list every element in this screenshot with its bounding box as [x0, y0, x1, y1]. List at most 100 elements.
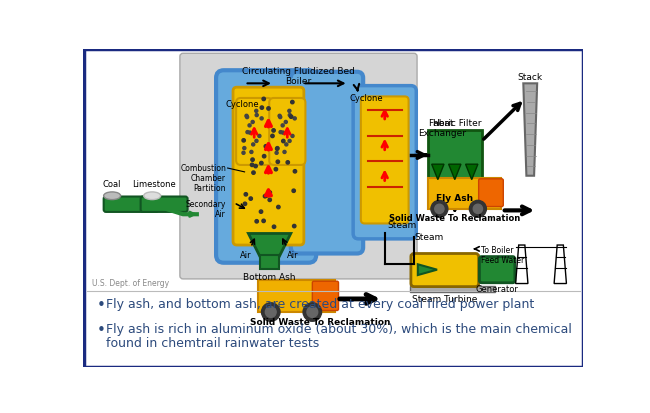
FancyBboxPatch shape	[216, 71, 316, 263]
Circle shape	[244, 193, 248, 197]
Text: Solid Waste To Reclamation: Solid Waste To Reclamation	[389, 213, 521, 222]
Circle shape	[284, 121, 287, 124]
Text: Circulating Fluidized Bed
Boiler: Circulating Fluidized Bed Boiler	[242, 66, 355, 86]
Circle shape	[261, 303, 280, 321]
Circle shape	[293, 118, 296, 121]
Circle shape	[250, 151, 253, 154]
Circle shape	[307, 307, 318, 318]
Text: Combustion
Chamber
Partition: Combustion Chamber Partition	[180, 163, 226, 193]
Circle shape	[260, 107, 263, 110]
Text: Generator: Generator	[476, 285, 519, 294]
Ellipse shape	[144, 192, 161, 200]
Circle shape	[281, 125, 284, 128]
Circle shape	[435, 205, 444, 214]
FancyBboxPatch shape	[361, 97, 409, 224]
FancyBboxPatch shape	[236, 99, 272, 166]
Text: Air: Air	[287, 251, 298, 260]
Circle shape	[286, 161, 289, 165]
Circle shape	[251, 121, 254, 124]
Circle shape	[285, 144, 288, 147]
Circle shape	[283, 151, 286, 154]
Circle shape	[263, 195, 266, 198]
Circle shape	[271, 135, 274, 138]
Circle shape	[263, 155, 266, 159]
Circle shape	[255, 140, 258, 143]
Circle shape	[254, 165, 257, 169]
Text: To Boiler
Feed Water: To Boiler Feed Water	[481, 245, 524, 265]
Bar	[428, 130, 482, 180]
Circle shape	[246, 116, 249, 119]
Circle shape	[260, 118, 263, 121]
Circle shape	[303, 303, 322, 321]
Polygon shape	[432, 165, 444, 180]
FancyBboxPatch shape	[269, 99, 305, 166]
Text: Secondary
Air: Secondary Air	[186, 199, 226, 219]
Circle shape	[268, 199, 272, 202]
Circle shape	[289, 116, 292, 119]
Text: •: •	[97, 298, 105, 313]
Text: Fly ash is rich in aluminum oxide (about 30%), which is the main chemical: Fly ash is rich in aluminum oxide (about…	[106, 322, 572, 335]
FancyBboxPatch shape	[291, 73, 363, 254]
Circle shape	[255, 114, 258, 117]
Polygon shape	[418, 265, 437, 275]
Text: Fly ash, and bottom ash, are created at every coal fired power plant: Fly ash, and bottom ash, are created at …	[106, 298, 534, 311]
Circle shape	[255, 110, 258, 113]
Text: •: •	[97, 322, 105, 337]
Circle shape	[288, 114, 291, 117]
Text: Bottom Ash: Bottom Ash	[243, 272, 296, 281]
Text: Fabric Filter: Fabric Filter	[428, 119, 481, 128]
Circle shape	[288, 140, 291, 143]
Circle shape	[242, 139, 245, 143]
Circle shape	[291, 101, 294, 104]
Circle shape	[291, 135, 294, 138]
Circle shape	[281, 140, 285, 143]
Circle shape	[248, 125, 251, 128]
Circle shape	[288, 110, 291, 113]
Bar	[410, 286, 495, 292]
Circle shape	[293, 170, 296, 173]
Circle shape	[276, 161, 280, 164]
Circle shape	[292, 225, 296, 228]
Circle shape	[248, 132, 252, 135]
Polygon shape	[465, 165, 478, 180]
Circle shape	[473, 205, 482, 214]
Circle shape	[278, 115, 281, 118]
Circle shape	[281, 132, 285, 135]
Circle shape	[469, 201, 486, 218]
FancyBboxPatch shape	[480, 257, 515, 283]
Circle shape	[252, 171, 255, 175]
Circle shape	[251, 159, 254, 162]
Circle shape	[279, 131, 282, 134]
Circle shape	[279, 116, 281, 119]
Circle shape	[272, 129, 275, 133]
Polygon shape	[523, 84, 537, 176]
Circle shape	[276, 147, 279, 150]
Circle shape	[262, 220, 265, 223]
Text: Air: Air	[240, 251, 251, 260]
Circle shape	[243, 203, 246, 206]
Text: Heat
Exchanger: Heat Exchanger	[419, 119, 467, 138]
Text: Fly Ash: Fly Ash	[436, 194, 473, 203]
Circle shape	[272, 225, 276, 229]
Circle shape	[258, 135, 261, 138]
Polygon shape	[448, 165, 461, 180]
FancyBboxPatch shape	[233, 88, 304, 245]
Circle shape	[260, 162, 263, 165]
Circle shape	[277, 206, 280, 209]
Circle shape	[243, 147, 246, 150]
Circle shape	[245, 115, 248, 118]
FancyBboxPatch shape	[411, 254, 478, 287]
Circle shape	[250, 164, 254, 167]
Text: Steam Turbine: Steam Turbine	[412, 294, 478, 303]
FancyBboxPatch shape	[353, 86, 416, 239]
Circle shape	[264, 145, 268, 149]
Circle shape	[276, 147, 279, 151]
Circle shape	[255, 220, 259, 223]
Text: Steam: Steam	[414, 233, 443, 241]
Circle shape	[265, 195, 268, 198]
Text: Cyclone: Cyclone	[350, 93, 383, 102]
FancyBboxPatch shape	[140, 197, 188, 212]
Polygon shape	[248, 234, 291, 257]
Circle shape	[292, 190, 295, 193]
Circle shape	[431, 201, 448, 218]
